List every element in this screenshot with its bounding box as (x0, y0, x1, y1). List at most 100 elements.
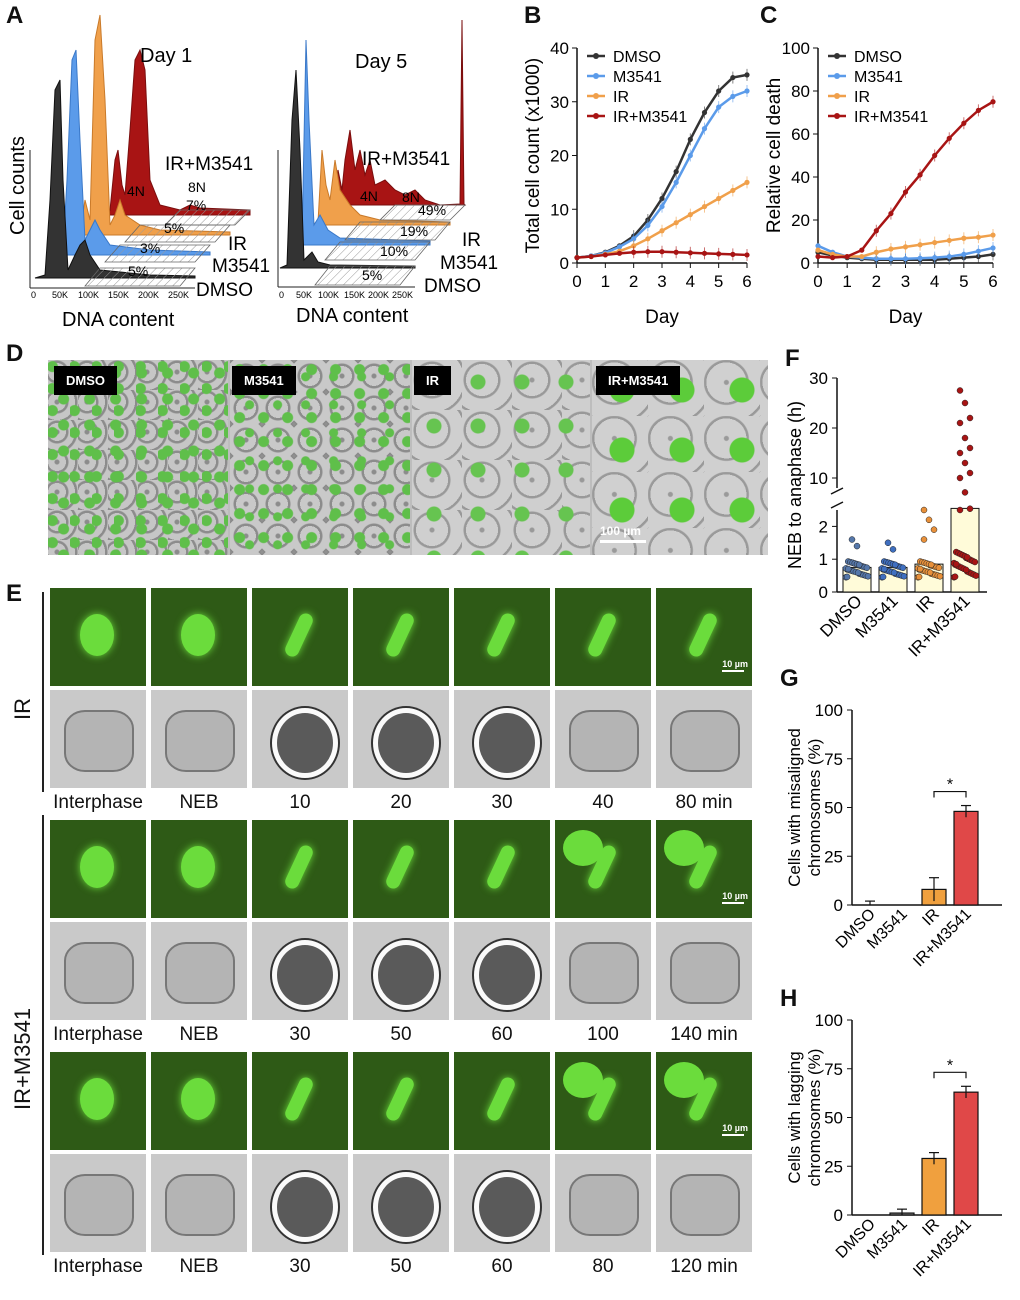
fluorescence-frame (555, 820, 651, 918)
brightfield-frame (252, 922, 348, 1020)
data-point (880, 565, 888, 573)
day1-tick-0: 0 (31, 290, 36, 300)
outlier-point (966, 414, 974, 422)
y-tick-label: 30 (809, 369, 828, 388)
brightfield-frame (252, 690, 348, 788)
legend-marker (593, 113, 599, 119)
day5-tick-2: 100K (318, 290, 339, 300)
data-point (972, 572, 980, 579)
data-point (927, 561, 935, 569)
chromatin-blob (282, 1075, 316, 1123)
panel-d-micrographs: DMSO M3541 IR IR+M3541 100 µm (48, 360, 768, 555)
outlier-point (961, 459, 969, 467)
day1-pct-ir: 5% (164, 220, 184, 236)
data-point (574, 255, 580, 261)
day5-peak-4n: 4N (360, 188, 378, 204)
legend-marker (593, 53, 599, 59)
brightfield-frame (555, 1154, 651, 1252)
data-point (926, 569, 934, 576)
data-point (815, 243, 821, 249)
y-tick-label: 0 (834, 896, 843, 915)
cell-outline (670, 942, 740, 1004)
timepoint-label: Interphase (53, 1256, 143, 1277)
data-point (829, 255, 836, 261)
day5-tick-4: 200K (368, 290, 389, 300)
day1-tick-1: 50K (52, 290, 68, 300)
panel-letter-c: C (760, 2, 778, 29)
fluorescence-frame: 10 µm (656, 820, 752, 918)
fluorescence-frame (555, 588, 651, 686)
fluorescence-frame (454, 1052, 550, 1150)
x-tick-label: 3 (901, 272, 910, 291)
day1-hatch-dmso (84, 267, 196, 287)
chromatin-blob (282, 843, 316, 891)
data-point (915, 573, 923, 581)
significance-bracket (933, 790, 967, 798)
day1-trace-ir-m3541 (89, 48, 251, 216)
timepoint-label: 10 (289, 792, 311, 813)
outlier-point (956, 506, 964, 514)
panel-b-line-chart: 0 1 2 3 4 5 6 0 10 20 30 40 Day Total cell count (x10… (523, 39, 752, 328)
cell-outline (272, 708, 338, 778)
cell-outline (64, 710, 134, 772)
bar-ir-m3541 (953, 804, 979, 906)
chromatin-blob (80, 1078, 114, 1120)
bar-m3541 (889, 1208, 915, 1216)
y-tick-label: 60 (791, 125, 810, 144)
data-point (588, 253, 594, 260)
data-point (936, 573, 944, 580)
brightfield-frame (454, 690, 550, 788)
day5-title: Day 5 (355, 51, 407, 73)
group-ir (914, 506, 944, 593)
brightfield-frame (50, 1154, 146, 1252)
outlier-point (889, 546, 897, 553)
chromatin-blob (585, 611, 619, 659)
timepoint-label: 60 (491, 1256, 513, 1277)
data-point (916, 565, 924, 573)
day1-pct-ir-m3541: 7% (186, 197, 206, 213)
brightfield-frame (656, 690, 752, 788)
y-tick-label: 50 (824, 1109, 843, 1128)
data-point (854, 569, 862, 576)
cell-outline (474, 1172, 540, 1242)
x-tick-label: 4 (930, 272, 939, 291)
day5-hatch-m3541 (324, 241, 431, 261)
chromatin-blob (383, 611, 417, 659)
axis-break-mark (830, 487, 844, 495)
y-axis-label: Total cell count (x1000) (523, 58, 544, 253)
legend-marker (593, 73, 599, 79)
data-point (899, 564, 907, 571)
day5-hatch-dmso (314, 265, 416, 286)
axis-break-mark (830, 501, 844, 509)
day5-series-label-ir: IR (462, 230, 481, 251)
fluorescence-frame (151, 820, 247, 918)
day1-series-label-ir: IR (228, 234, 247, 255)
x-tick-label: 3 (657, 272, 666, 291)
brightfield-frame (656, 1154, 752, 1252)
day1-histogram-group: Day 1 IR+M3541 IR M3541 DMSO 4N 8N 7% 5%… (29, 14, 270, 331)
panel-e-grid: Interphase NEB 10 20 30 40 10 µm 80 min Interpha… (50, 588, 752, 1288)
y-axis-label-line2: chromosomes (%) (805, 1049, 824, 1187)
outlier-point (884, 539, 892, 547)
data-point (602, 252, 608, 258)
y-tick-label: 20 (809, 419, 828, 438)
y-tick-label: 50 (824, 799, 843, 818)
y-axis-label-line2: chromosomes (%) (805, 739, 824, 877)
series-ir-m3541 (574, 245, 750, 261)
y-tick-label: 0 (560, 254, 569, 273)
day5-tick-5: 250K (392, 290, 413, 300)
cell-outline (165, 942, 235, 1004)
day1-hatch-ir (124, 224, 231, 243)
day5-pct-ir-m3541: 49% (418, 202, 446, 218)
brightfield-frame (353, 1154, 449, 1252)
data-point (815, 247, 821, 253)
chromatin-blob (80, 614, 114, 656)
y-tick-label: 20 (791, 211, 810, 230)
fluorescence-frame (151, 1052, 247, 1150)
data-point (859, 247, 865, 253)
brightfield-frame (353, 690, 449, 788)
day1-hatch-ir-m3541 (164, 209, 251, 226)
brightfield-frame (151, 922, 247, 1020)
day5-hatch-ir (344, 221, 451, 241)
y-tick-label: 100 (782, 39, 810, 58)
